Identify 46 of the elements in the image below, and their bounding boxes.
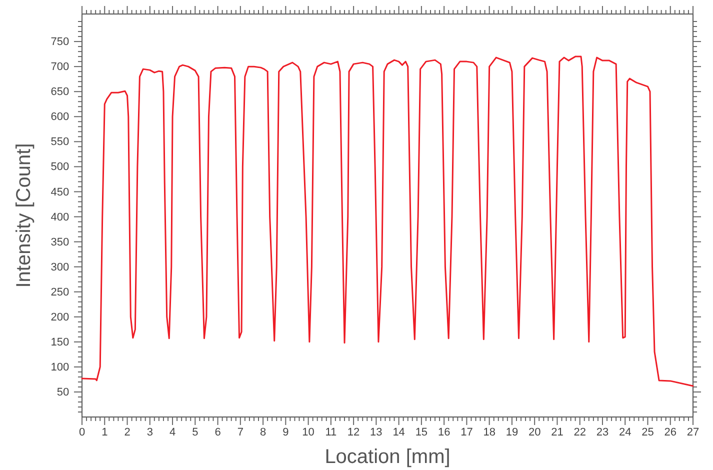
y-axis-title: Intensity [Count] bbox=[13, 143, 35, 288]
x-tick-label: 26 bbox=[664, 426, 676, 438]
x-tick-label: 16 bbox=[438, 426, 450, 438]
x-tick-label: 12 bbox=[347, 426, 360, 438]
y-tick-label: 600 bbox=[50, 111, 70, 124]
x-tick-label: 6 bbox=[214, 426, 221, 438]
y-tick-label: 650 bbox=[50, 86, 70, 98]
y-tick-label: 150 bbox=[50, 336, 70, 348]
x-tick-label: 4 bbox=[169, 426, 176, 438]
x-tick-label: 25 bbox=[642, 426, 654, 438]
y-tick-label: 500 bbox=[50, 161, 70, 174]
y-tick-label: 550 bbox=[50, 136, 70, 148]
x-tick-label: 17 bbox=[460, 426, 473, 438]
y-tick-label: 250 bbox=[50, 286, 70, 298]
x-tick-label: 1 bbox=[102, 426, 108, 438]
y-tick-label: 300 bbox=[50, 261, 70, 274]
y-tick-label: 750 bbox=[50, 36, 70, 48]
x-tick-label: 0 bbox=[78, 426, 86, 438]
x-tick-label: 18 bbox=[483, 426, 496, 438]
y-tick-label: 50 bbox=[56, 386, 70, 398]
x-tick-label: 9 bbox=[282, 426, 289, 438]
x-tick-label: 27 bbox=[686, 426, 700, 438]
y-tick-label: 100 bbox=[50, 361, 70, 374]
x-tick-label: 8 bbox=[260, 426, 266, 438]
x-axis-title: Location [mm] bbox=[324, 446, 450, 468]
y-tick-label: 200 bbox=[50, 311, 70, 324]
x-tick-label: 3 bbox=[146, 426, 153, 438]
x-tick-label: 24 bbox=[618, 426, 632, 438]
x-tick-label: 10 bbox=[302, 426, 314, 438]
y-tick-label: 350 bbox=[50, 236, 70, 248]
x-tick-label: 23 bbox=[596, 426, 609, 438]
x-tick-label: 5 bbox=[192, 426, 198, 438]
y-tick-label: 700 bbox=[50, 61, 70, 74]
x-tick-label: 7 bbox=[237, 426, 244, 438]
x-tick-label: 13 bbox=[370, 426, 382, 438]
y-tick-label: 400 bbox=[50, 211, 70, 224]
x-tick-label: 22 bbox=[574, 426, 586, 438]
x-tick-label: 2 bbox=[124, 426, 130, 438]
x-tick-label: 21 bbox=[551, 426, 564, 438]
x-tick-label: 19 bbox=[506, 426, 518, 438]
line-series bbox=[81, 56, 694, 387]
x-tick-label: 11 bbox=[325, 426, 337, 438]
x-tick-label: 15 bbox=[415, 426, 428, 438]
x-tick-label: 14 bbox=[392, 426, 405, 438]
x-tick-label: 20 bbox=[528, 426, 541, 438]
y-tick-label: 450 bbox=[50, 186, 70, 198]
